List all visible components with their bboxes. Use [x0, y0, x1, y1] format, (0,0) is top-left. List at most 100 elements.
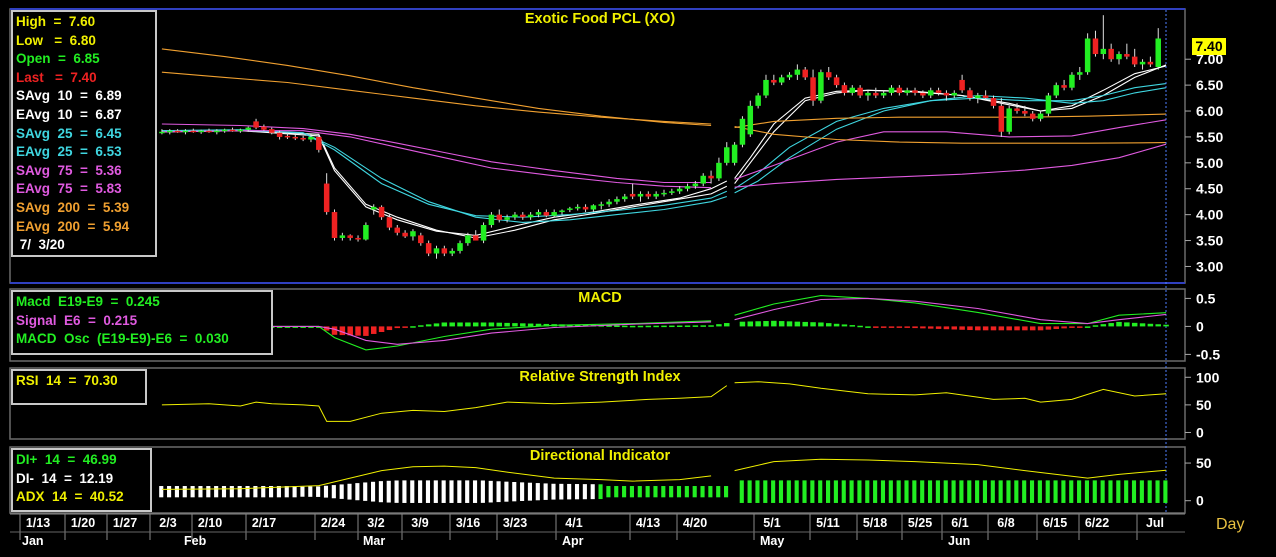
candle-body [622, 196, 628, 200]
macd-osc-bar [622, 325, 628, 328]
di-bar [1006, 480, 1011, 503]
x-day-label: 5/25 [908, 516, 932, 530]
candle-body [708, 175, 714, 179]
macd-osc-bar [1045, 326, 1052, 330]
candle-body [1108, 48, 1114, 60]
ma-line [161, 129, 728, 218]
di-bar [606, 486, 611, 498]
legend-entry: SAvg 25 = 6.45 [16, 125, 122, 141]
di-bar [292, 486, 297, 498]
candle-body [700, 175, 706, 184]
ma-line [734, 83, 1167, 190]
candle-body [543, 212, 550, 216]
di-bar [1029, 480, 1035, 503]
candle-body [1069, 74, 1075, 88]
macd-osc-bar [1163, 324, 1169, 327]
di-bar [465, 480, 470, 503]
macd-osc-bar [1155, 324, 1161, 327]
legend-entry: RSI 14 = 70.30 [16, 373, 118, 388]
candle-body [786, 74, 793, 78]
candle-body [1029, 113, 1036, 119]
candle-body [472, 235, 479, 241]
ma-line [161, 130, 728, 236]
macd-osc-bar [982, 326, 989, 331]
candle-body [221, 129, 228, 132]
candle-body [418, 235, 424, 244]
candle-body [865, 92, 871, 96]
candle-body [206, 130, 212, 133]
macd-osc-bar [386, 326, 393, 331]
candle-body [669, 191, 675, 193]
macd-osc-bar [637, 325, 644, 328]
x-month-label: Feb [184, 534, 207, 548]
di-bar [912, 480, 917, 503]
di-bar [700, 486, 705, 498]
macd-osc-bar [669, 325, 675, 328]
y-tick-label: 5.00 [1196, 155, 1223, 171]
di-bar [582, 484, 587, 500]
macd-osc-bar [410, 326, 416, 328]
di-bar [488, 480, 493, 503]
candle-body [841, 85, 848, 93]
di-bar [943, 480, 948, 503]
candle-body [747, 105, 754, 135]
legend-entry: EAvg 75 = 5.83 [16, 181, 122, 197]
di-bar [1131, 480, 1137, 503]
candle-body [1014, 108, 1020, 112]
di-bar [896, 480, 901, 503]
candle-body [771, 79, 777, 83]
di-bar [794, 480, 799, 503]
di-bar [1014, 480, 1019, 503]
candle-body [763, 79, 769, 96]
rsi-panel-title: Relative Strength Index [519, 369, 681, 385]
candle-body [308, 136, 314, 140]
candle-body [237, 129, 244, 132]
ma-line [734, 65, 1167, 179]
di-bar [567, 483, 572, 500]
candle-body [684, 186, 691, 189]
di-bar [284, 486, 289, 498]
x-day-label: 4/20 [683, 516, 707, 530]
candle-body [1037, 113, 1044, 119]
y-tick-label: 4.00 [1196, 207, 1223, 223]
macd-osc-bar [543, 323, 550, 327]
candle-body [880, 92, 887, 96]
macd-osc-bar [653, 325, 659, 328]
macd-osc-bar [488, 322, 495, 327]
macd-line [734, 295, 1167, 325]
di-bar [378, 481, 383, 503]
macd-osc-bar [849, 325, 856, 327]
candle-body [504, 217, 510, 220]
di-legend: DI+ 14 = 46.99 DI- 14 = 12.19 ADX 14 = 40.… [11, 448, 152, 512]
di-bar [888, 480, 893, 503]
ma-line [161, 48, 712, 127]
di-bar [684, 486, 689, 498]
macd-osc-bar [472, 322, 479, 327]
di-bar [1139, 480, 1144, 503]
candle-body [567, 208, 573, 210]
ma-line [734, 119, 1167, 180]
macd-osc-bar [794, 321, 801, 327]
legend-entry: ADX 14 = 40.52 [16, 489, 124, 505]
candle-body [574, 206, 581, 209]
candle-body [394, 227, 401, 233]
di-bar [880, 480, 886, 503]
di-bar [676, 486, 682, 498]
di-bar [237, 486, 242, 498]
candle-body [331, 212, 338, 238]
macd-osc-bar [1029, 326, 1036, 331]
candle-body [606, 201, 612, 205]
rsi-legend: RSI 14 = 70.30 [11, 369, 147, 405]
di-bar [370, 481, 376, 502]
macd-osc-bar [457, 322, 463, 327]
di-bar [441, 480, 446, 503]
di-bar [574, 484, 580, 500]
di-bar [1163, 480, 1168, 503]
di-bar [716, 486, 721, 498]
rsi-line [734, 381, 1167, 403]
di-bar [229, 486, 234, 498]
di-bar [739, 480, 744, 503]
macd-legend: Macd E19-E9 = 0.245 Signal E6 = 0.215 MACD… [11, 290, 273, 355]
y-tick-label: 50 [1196, 455, 1212, 471]
